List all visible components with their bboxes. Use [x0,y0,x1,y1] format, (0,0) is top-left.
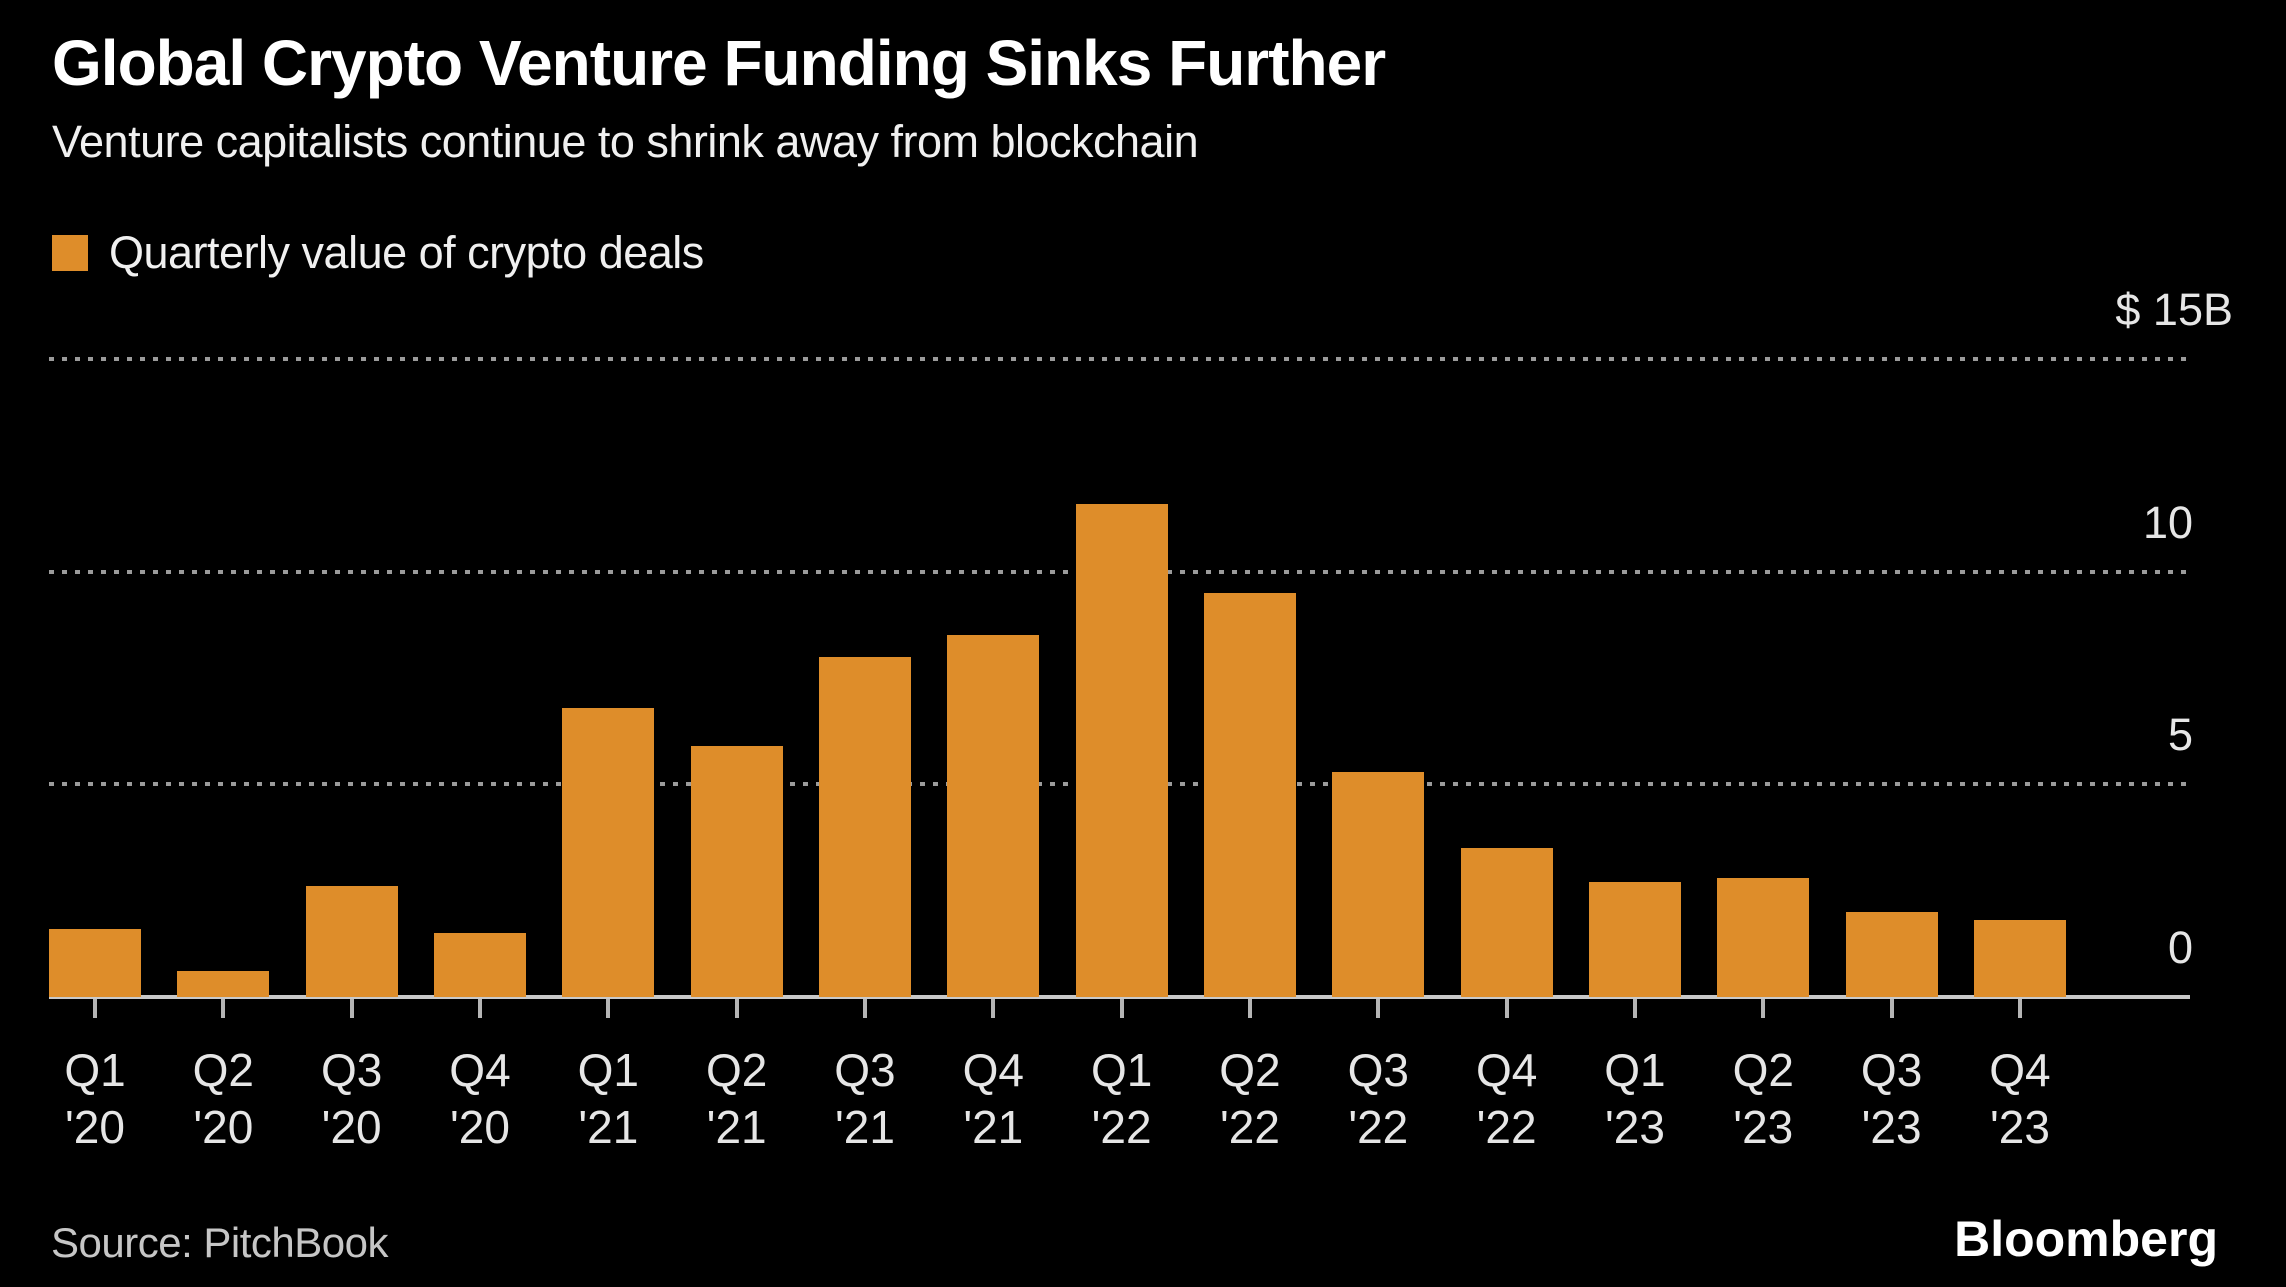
x-axis-tick [1376,999,1381,1018]
x-axis-label-q3-23: Q3'23 [1860,1044,1923,1153]
bar-q2-22 [1203,592,1296,997]
bar-q4-20 [433,933,526,997]
bar-q1-21 [562,707,655,997]
x-axis-tick [1247,999,1252,1018]
source-note: Source: PitchBook [51,1219,389,1266]
y-axis-label-5: 5 [2167,709,2193,761]
x-axis-label-q4-22: Q4'22 [1475,1044,1538,1153]
bar-q4-21 [947,635,1040,997]
x-axis-tick [1761,999,1766,1018]
bar-q2-20 [177,971,270,997]
x-axis-label-q3-20: Q3'20 [320,1044,383,1153]
bar-q4-22 [1460,848,1553,997]
x-axis-tick [349,999,354,1018]
x-axis-tick [862,999,867,1018]
bar-q3-20 [305,886,398,997]
x-axis-label-q2-21: Q2'21 [705,1044,768,1153]
x-axis-tick [734,999,739,1018]
x-axis-tick [1119,999,1124,1018]
x-axis-line [49,995,2190,999]
x-axis-tick [606,999,611,1018]
x-axis-label-q2-20: Q2'20 [192,1044,255,1153]
x-axis-tick [221,999,226,1018]
x-axis-tick [1504,999,1509,1018]
x-axis-tick [1632,999,1637,1018]
y-axis-label-0: 0 [2167,922,2193,973]
x-axis-label-q1-22: Q1'22 [1090,1044,1153,1153]
bloomberg-logo: Bloomberg [1954,1211,2218,1267]
x-axis-label-q3-21: Q3'21 [834,1044,896,1153]
bar-q4-23 [1973,920,2066,997]
x-axis-label-q1-23: Q1'23 [1604,1044,1666,1153]
x-axis-label-q1-20: Q1'20 [64,1044,126,1153]
x-axis-label-q4-20: Q4'20 [449,1044,511,1153]
bar-q3-23 [1845,911,1938,997]
x-axis-label-q4-21: Q4'21 [962,1044,1024,1153]
bar-q1-23 [1588,882,1681,997]
legend: Quarterly value of crypto deals [52,227,704,279]
gridline-15 [49,357,2190,361]
bar-q2-21 [690,746,783,997]
x-axis-tick [93,999,97,1018]
x-axis-label-q1-21: Q1'21 [577,1044,639,1153]
bar-q3-22 [1332,771,1425,997]
legend-label: Quarterly value of crypto deals [109,227,704,278]
x-axis-label-q3-22: Q3'22 [1347,1044,1409,1153]
bar-q3-21 [818,656,911,997]
bar-q2-23 [1717,877,1810,997]
y-axis-label-15: $ 15B [2115,284,2233,335]
x-axis-tick [991,999,996,1018]
x-axis-tick [1889,999,1894,1018]
x-axis-label-q2-22: Q2'22 [1219,1044,1281,1153]
chart-subtitle: Venture capitalists continue to shrink a… [52,116,1199,167]
x-axis-label-q4-23: Q4'23 [1989,1044,2051,1153]
chart-title: Global Crypto Venture Funding Sinks Furt… [52,27,1386,99]
legend-color-swatch [52,235,88,271]
x-axis-tick [2017,999,2022,1018]
bar-q1-22 [1075,503,1168,997]
plot-area [49,357,2190,1018]
x-axis-tick [477,999,482,1018]
bar-q1-20 [49,928,141,997]
x-axis-label-q2-23: Q2'23 [1732,1044,1794,1153]
y-axis-label-10: 10 [2142,496,2193,548]
